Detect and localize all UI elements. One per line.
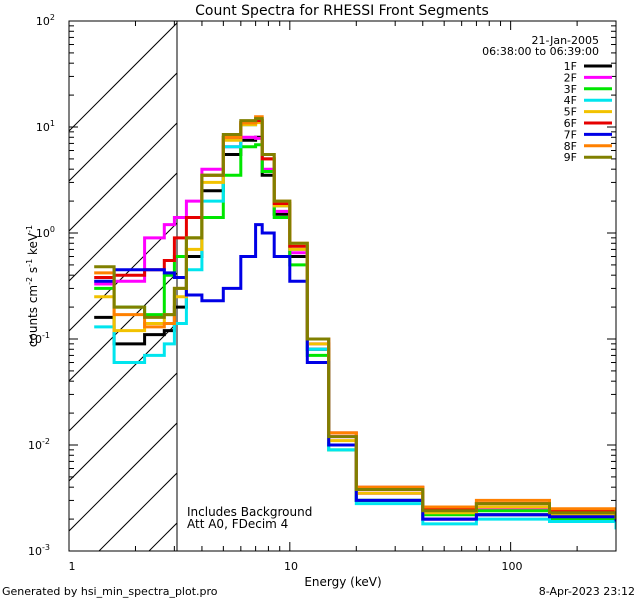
generated-by-label: Generated by hsi_min_spectra_plot.pro: [2, 585, 218, 598]
x-tick-label: 10: [284, 560, 298, 573]
legend-label: 1F: [564, 60, 577, 73]
x-tick-labels: 1 10 100: [69, 560, 523, 573]
series-layer: [94, 115, 616, 530]
legend-label: 6F: [564, 117, 577, 130]
legend-label: 7F: [564, 128, 577, 141]
legend-label: 2F: [564, 71, 577, 84]
legend-label: 4F: [564, 94, 577, 107]
legend-label: 8F: [564, 140, 577, 153]
x-tick-label: 1: [69, 560, 76, 573]
chart-title: Count Spectra for RHESSI Front Segments: [195, 3, 489, 19]
x-axis-label: Energy (keV): [304, 575, 381, 589]
y-tick-label: 10-2: [28, 437, 50, 452]
y-axis-label: counts cm-2 s-1 keV-1: [25, 225, 40, 347]
y-tick-labels: 10-3 10-2 10-1 100 101 102: [28, 13, 55, 558]
background-note: Includes Background: [187, 505, 312, 519]
legend-label: 3F: [564, 83, 577, 96]
y-tick-label: 10-3: [28, 543, 50, 558]
plot-frame: [68, 20, 617, 552]
series-line-7F: [94, 223, 616, 522]
timestamp-label: 8-Apr-2023 23:12: [539, 585, 635, 598]
series-line-9F: [94, 117, 616, 520]
legend-label: 5F: [564, 106, 577, 119]
legend-label: 9F: [564, 151, 577, 164]
axis-ticks: [68, 21, 617, 552]
x-tick-label: 100: [502, 560, 523, 573]
y-tick-label: 100: [36, 225, 55, 240]
y-tick-label: 10-1: [28, 331, 50, 346]
time-range-label: 06:38:00 to 06:39:00: [482, 45, 599, 58]
attenuator-note: Att A0, FDecim 4: [187, 517, 288, 531]
y-tick-label: 102: [36, 13, 55, 28]
date-label: 21-Jan-2005: [532, 34, 600, 47]
y-tick-label: 101: [36, 119, 55, 134]
